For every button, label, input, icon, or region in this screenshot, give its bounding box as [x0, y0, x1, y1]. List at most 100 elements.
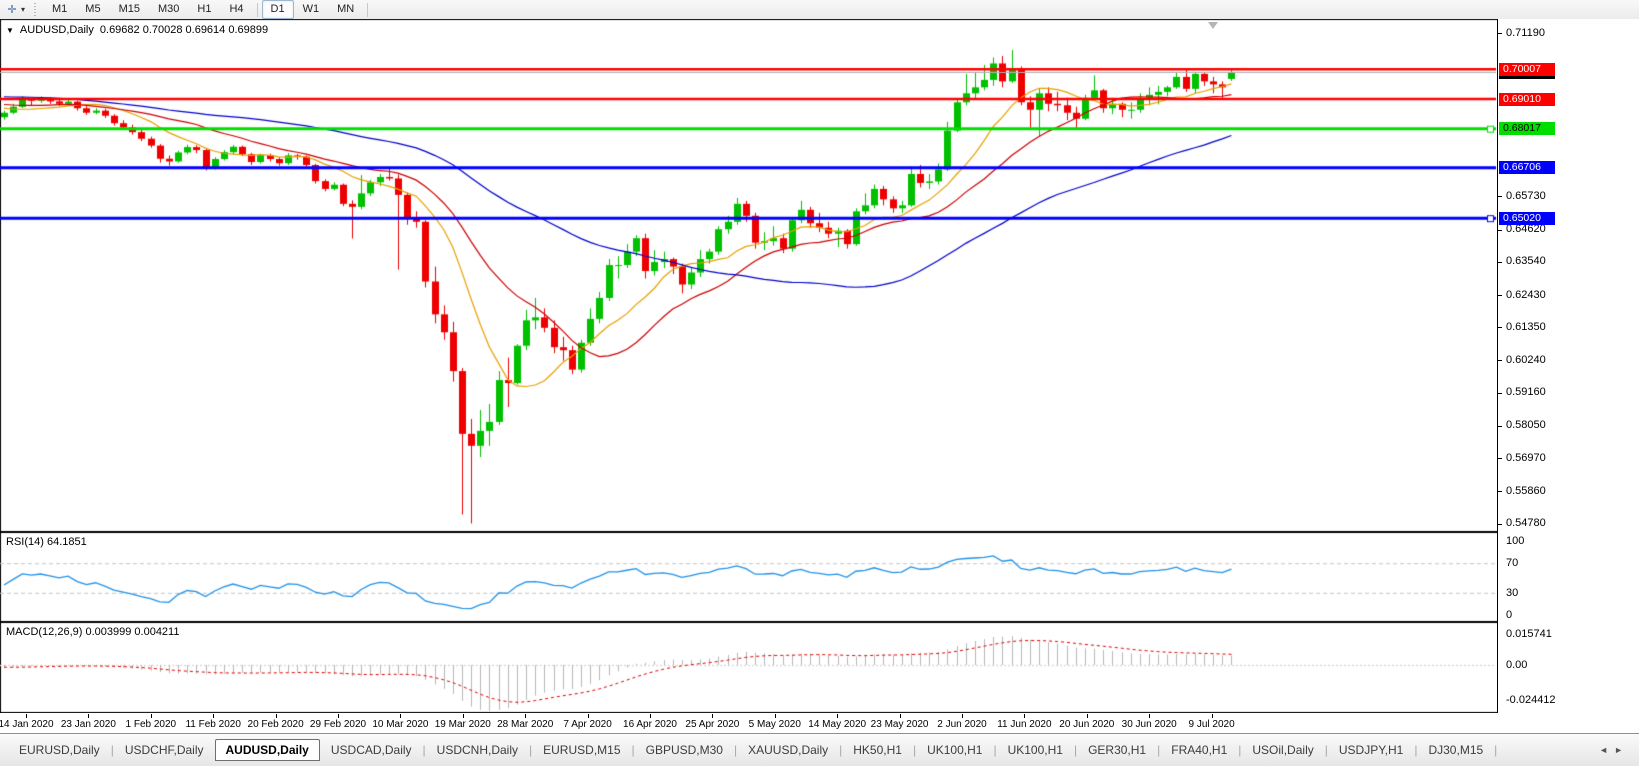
tab-usdchf-daily[interactable]: USDCHF,Daily [124, 743, 204, 757]
date-tick-mark [962, 714, 963, 718]
timeframe-button-h1[interactable]: H1 [197, 3, 212, 15]
date-tick-label: 23 May 2020 [870, 719, 929, 730]
date-tick-label: 30 Jun 2020 [1121, 719, 1177, 730]
price-tick-label: 0.58050 [1506, 419, 1546, 432]
tab-separator: | [839, 743, 843, 757]
date-tick-label: 28 Mar 2020 [497, 719, 554, 730]
date-tick-label: 5 May 2020 [748, 719, 801, 730]
price-line-badge: 0.66706 [1499, 161, 1555, 175]
date-tick-mark [525, 714, 527, 718]
rsi-scale-label: 70 [1506, 557, 1519, 570]
date-tick-label: 20 Jun 2020 [1059, 719, 1115, 730]
date-tick-mark [774, 714, 776, 718]
date-tick-label: 11 Feb 2020 [185, 719, 241, 730]
tab-separator: | [1238, 743, 1242, 757]
cursor-tool-icon[interactable]: ✛ [7, 4, 17, 16]
price-tick-label: 0.55860 [1506, 484, 1546, 497]
timeframe-button-w1[interactable]: W1 [302, 3, 320, 15]
price-tick-label: 0.59160 [1506, 386, 1546, 399]
date-tick-label: 29 Feb 2020 [309, 719, 367, 730]
tab-fra40-h1[interactable]: FRA40,H1 [1171, 743, 1228, 757]
timeframe-button-m5[interactable]: M5 [85, 3, 101, 15]
tab-xauusd-daily[interactable]: XAUUSD,Daily [748, 743, 829, 757]
price-tick-mark [1498, 196, 1502, 198]
date-tick-mark [1149, 714, 1151, 718]
date-tick-label: 7 Apr 2020 [563, 719, 612, 730]
price-tick-mark [1498, 491, 1502, 493]
date-tick-mark [1211, 714, 1213, 718]
chart-canvas[interactable] [0, 19, 1497, 713]
macd-scale-label: 0.00 [1506, 659, 1528, 671]
date-tick-label: 10 Mar 2020 [372, 719, 429, 730]
date-tick-mark [899, 714, 901, 718]
tab-dj30-m15[interactable]: DJ30,M15 [1428, 743, 1484, 757]
chart-title-marker-icon[interactable]: ▼ [6, 25, 14, 35]
top-toolbar: ✛ ▾ M1 M5 M15 M30 H1 H4 D1 W1 MN [0, 0, 1639, 20]
chart-tab-bar: EURUSD,Daily | USDCHF,Daily AUDUSD,Daily USD… [0, 733, 1639, 766]
tab-audusd-daily[interactable]: AUDUSD,Daily [214, 739, 320, 761]
price-tick-mark [1498, 425, 1502, 427]
price-line-badge: 0.65020 [1499, 211, 1555, 225]
time-axis[interactable]: 14 Jan 2020 23 Jan 2020 1 Feb 2020 11 Feb 2… [0, 713, 1639, 733]
chart-shift-marker-icon[interactable] [1208, 22, 1218, 29]
tab-separator: | [912, 743, 917, 757]
tab-separator: | [529, 743, 533, 757]
tab-separator: | [1494, 743, 1498, 757]
price-tick-mark [1498, 458, 1502, 460]
date-tick-label: 19 Mar 2020 [434, 719, 491, 730]
chart-title: ▼ AUDUSD,Daily 0.69682 0.70028 0.69614 0… [6, 24, 268, 36]
tab-eurusd-m15[interactable]: EURUSD,M15 [543, 743, 621, 757]
price-tick-label: 0.63540 [1506, 255, 1546, 268]
timeframe-button-m1[interactable]: M1 [52, 3, 68, 15]
chart-ohlc-values: 0.69682 0.70028 0.69614 0.69899 [99, 24, 269, 36]
price-tick-label: 0.56970 [1506, 451, 1546, 464]
tab-eurusd-daily[interactable]: EURUSD,Daily [19, 743, 100, 757]
tab-gbpusd-m30[interactable]: GBPUSD,M30 [645, 743, 723, 757]
date-tick-mark [88, 714, 90, 718]
price-tick-mark [1498, 229, 1502, 231]
timeframe-button-m15[interactable]: M15 [118, 3, 140, 15]
price-tick-label: 0.61350 [1506, 320, 1546, 333]
date-tick-mark [1024, 714, 1026, 718]
date-tick-mark [338, 714, 339, 718]
tab-uk100-h1[interactable]: UK100,H1 [1007, 743, 1063, 757]
chart-window[interactable]: ▼ AUDUSD,Daily 0.69682 0.70028 0.69614 0… [0, 19, 1639, 733]
tab-separator: | [733, 743, 738, 757]
tab-usdcad-daily[interactable]: USDCAD,Daily [330, 743, 412, 757]
tab-hk50-h1[interactable]: HK50,H1 [853, 743, 902, 757]
timeframe-button-group: M1 M5 M15 M30 H1 H4 D1 W1 MN [43, 0, 372, 19]
timeframe-button-m30[interactable]: M30 [157, 3, 180, 15]
chart-tabs: EURUSD,Daily | USDCHF,Daily AUDUSD,Daily USD… [8, 739, 1497, 761]
date-tick-label: 14 May 2020 [808, 719, 867, 730]
toolbar-grip-handle[interactable] [33, 3, 39, 16]
date-tick-label: 16 Apr 2020 [623, 719, 677, 730]
price-tick-mark [1498, 261, 1502, 263]
tab-scroll-left-icon[interactable]: ◄ [1599, 745, 1615, 755]
tab-scroll-right-icon[interactable]: ► [1614, 745, 1629, 755]
timeframe-button-mn[interactable]: MN [337, 3, 355, 15]
tab-uk100-h1[interactable]: UK100,H1 [927, 743, 983, 757]
timeframe-button-d1[interactable]: D1 [261, 0, 294, 19]
date-tick-mark [26, 714, 27, 718]
date-tick-label: 1 Feb 2020 [125, 719, 177, 730]
tab-separator: | [422, 743, 426, 757]
rsi-scale-label: 100 [1506, 535, 1525, 547]
tab-ger30-h1[interactable]: GER30,H1 [1088, 743, 1147, 757]
tab-separator: | [1073, 743, 1078, 757]
tab-usdcnh-daily[interactable]: USDCNH,Daily [436, 743, 519, 757]
tab-usdjpy-h1[interactable]: USDJPY,H1 [1338, 743, 1404, 757]
price-axis[interactable]: 0.71190 0.65730 0.64620 0.63540 0.62430 0.613… [1497, 19, 1639, 713]
timeframe-button-h4[interactable]: H4 [229, 3, 244, 15]
date-tick-mark [1086, 714, 1088, 718]
tab-usoil-daily[interactable]: USOil,Daily [1252, 743, 1314, 757]
tab-separator: | [1414, 743, 1418, 757]
price-tick-mark [1498, 33, 1502, 35]
rsi-indicator-label: RSI(14) 64.1851 [6, 536, 87, 548]
cursor-tool-dropdown-icon[interactable]: ▾ [21, 5, 26, 14]
macd-scale-label: -0.024412 [1506, 694, 1556, 706]
price-line-badge: 0.70007 [1499, 62, 1555, 76]
date-tick-mark [400, 714, 402, 718]
price-line-badge: 0.69010 [1499, 92, 1555, 106]
date-tick-mark [213, 714, 215, 718]
tab-separator: | [993, 743, 997, 757]
